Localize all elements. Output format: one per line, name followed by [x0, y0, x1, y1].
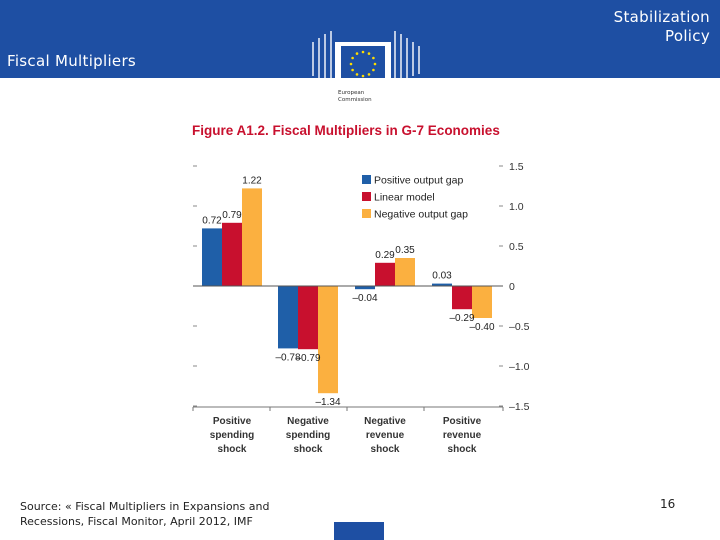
data-label: 0.79 [222, 210, 242, 221]
bar [298, 286, 318, 350]
bar [375, 262, 395, 286]
bar [472, 286, 492, 318]
category-label-line: revenue [443, 430, 482, 441]
category-label-line: Negative [364, 416, 406, 427]
source-note: Source: « Fiscal Multipliers in Expansio… [20, 500, 270, 528]
footer-bar [334, 522, 384, 540]
category-label-line: Positive [443, 416, 482, 427]
building-logo-graphic [312, 31, 420, 82]
bar [278, 286, 298, 349]
european-commission-logo: European Commission [309, 16, 429, 114]
category-label: Negative revenue shock [364, 416, 406, 455]
category-label: Negative spending shock [286, 416, 330, 455]
y-tick-label: –1.5 [509, 401, 530, 413]
category-label-line: shock [218, 444, 247, 455]
slide-title: Fiscal Multipliers [7, 52, 137, 70]
data-label: –0.04 [352, 293, 377, 304]
y-tick-label: –0.5 [509, 321, 530, 333]
category-label-line: shock [294, 444, 323, 455]
data-label: –0.79 [295, 353, 320, 364]
logo-panel [335, 42, 391, 114]
category-label-line: revenue [366, 430, 405, 441]
bar [242, 188, 262, 286]
y-tick-label: 0 [509, 281, 515, 293]
bar [222, 222, 242, 286]
bar [202, 228, 222, 286]
category-label-line: shock [371, 444, 400, 455]
data-label: 0.03 [432, 271, 452, 282]
slide-topic: Stabilization Policy [613, 8, 710, 45]
bar [432, 283, 452, 286]
category-label-line: shock [448, 444, 477, 455]
data-label: 0.35 [395, 245, 415, 256]
chart-title: Figure A1.2. Fiscal Multipliers in G-7 E… [192, 123, 500, 138]
y-tick-label: 0.5 [509, 241, 524, 253]
data-label: –1.34 [315, 397, 340, 408]
category-label-line: spending [210, 430, 254, 441]
bar [355, 286, 375, 290]
bar [318, 286, 338, 394]
logo-text: European Commission [338, 90, 372, 103]
y-tick-label: 1.5 [509, 161, 524, 173]
y-tick-label: –1.0 [509, 361, 530, 373]
data-label: –0.29 [449, 313, 474, 324]
data-label: 0.72 [202, 215, 222, 226]
category-label-line: Negative [287, 416, 329, 427]
bar [452, 286, 472, 310]
category-label-line: spending [286, 430, 330, 441]
category-label-line: Positive [213, 416, 252, 427]
category-label: Positive revenue shock [443, 416, 482, 455]
legend-label: Positive output gap [374, 175, 463, 187]
legend-swatch [362, 192, 371, 201]
data-label: 1.22 [242, 175, 262, 186]
data-label: 0.29 [375, 250, 395, 261]
eu-flag-icon [341, 46, 385, 78]
page-number: 16 [660, 497, 676, 511]
data-label: –0.40 [469, 322, 494, 333]
data-label: –0.78 [275, 352, 300, 363]
legend-label: Negative output gap [374, 209, 468, 221]
legend-label: Linear model [374, 192, 435, 204]
legend-swatch [362, 175, 371, 184]
legend-swatch [362, 209, 371, 218]
category-label: Positive spending shock [210, 416, 254, 455]
bar [395, 258, 415, 286]
y-tick-label: 1.0 [509, 201, 524, 213]
